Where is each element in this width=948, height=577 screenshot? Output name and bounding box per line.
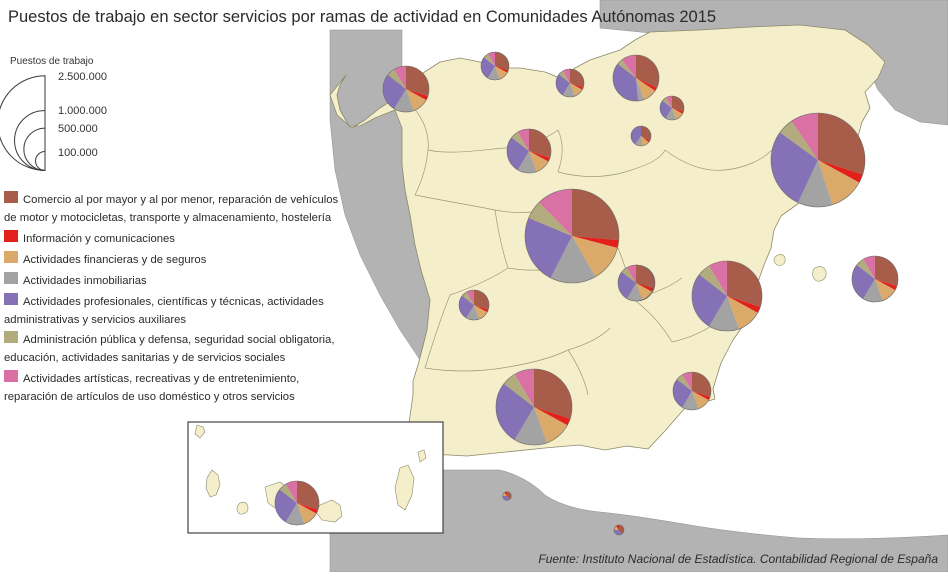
svg-text:2.500.000: 2.500.000 [58,71,107,83]
svg-text:500.000: 500.000 [58,123,98,135]
svg-text:Puestos de trabajo: Puestos de trabajo [10,56,94,67]
svg-text:1.000.000: 1.000.000 [58,105,107,117]
svg-text:100.000: 100.000 [58,147,98,159]
